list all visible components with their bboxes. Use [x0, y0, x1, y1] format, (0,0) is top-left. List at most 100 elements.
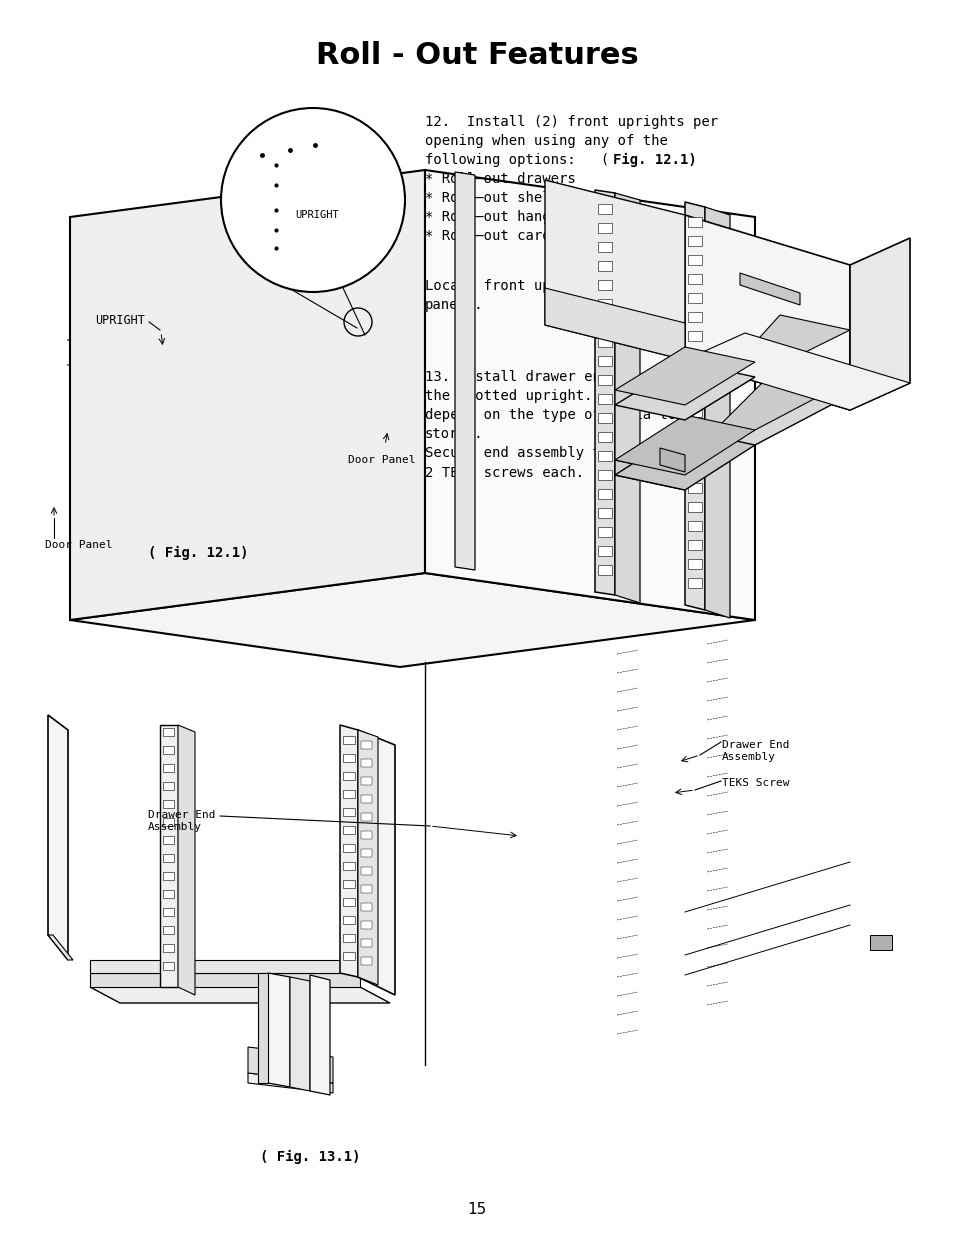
Polygon shape	[163, 944, 173, 952]
Polygon shape	[455, 172, 475, 571]
Text: 15: 15	[467, 1203, 486, 1218]
Polygon shape	[659, 448, 684, 472]
Polygon shape	[684, 333, 909, 410]
Polygon shape	[598, 299, 612, 309]
Text: 13. Install drawer end assemblies into: 13. Install drawer end assemblies into	[424, 370, 742, 384]
Polygon shape	[360, 741, 372, 748]
Polygon shape	[424, 170, 754, 620]
Polygon shape	[598, 527, 612, 537]
Polygon shape	[360, 885, 372, 893]
Polygon shape	[684, 366, 849, 459]
Polygon shape	[598, 224, 612, 233]
Polygon shape	[598, 242, 612, 252]
Text: the slotted upright.  Spacing will: the slotted upright. Spacing will	[424, 389, 709, 403]
Polygon shape	[615, 193, 639, 603]
Polygon shape	[598, 204, 612, 214]
Polygon shape	[544, 180, 684, 359]
Polygon shape	[687, 369, 701, 379]
Polygon shape	[163, 908, 173, 916]
Polygon shape	[163, 727, 173, 736]
Polygon shape	[90, 960, 339, 973]
Polygon shape	[343, 916, 355, 924]
Polygon shape	[360, 813, 372, 821]
Polygon shape	[684, 333, 909, 410]
Polygon shape	[615, 347, 754, 405]
Polygon shape	[343, 934, 355, 942]
Polygon shape	[360, 777, 372, 785]
Polygon shape	[343, 862, 355, 869]
Polygon shape	[598, 337, 612, 347]
Polygon shape	[687, 388, 701, 398]
Polygon shape	[687, 578, 701, 588]
Text: UPRIGHT: UPRIGHT	[294, 210, 338, 220]
Polygon shape	[360, 921, 372, 929]
Polygon shape	[163, 926, 173, 934]
Polygon shape	[687, 501, 701, 513]
Polygon shape	[615, 459, 684, 490]
Polygon shape	[598, 280, 612, 290]
Text: * Roll–out hanging frame: * Roll–out hanging frame	[424, 210, 625, 224]
Polygon shape	[687, 331, 701, 341]
Polygon shape	[687, 521, 701, 531]
Polygon shape	[598, 261, 612, 270]
Polygon shape	[687, 254, 701, 266]
Polygon shape	[360, 795, 372, 803]
Polygon shape	[178, 725, 194, 995]
Polygon shape	[343, 826, 355, 834]
Text: Roll - Out Features: Roll - Out Features	[315, 41, 638, 69]
Polygon shape	[598, 451, 612, 461]
Polygon shape	[343, 772, 355, 781]
Text: ( Fig. 13.1): ( Fig. 13.1)	[260, 1150, 360, 1165]
Polygon shape	[310, 974, 330, 1095]
Text: 2 TEKS screws each.   (: 2 TEKS screws each. (	[424, 466, 617, 479]
Polygon shape	[687, 483, 701, 493]
Polygon shape	[684, 315, 849, 420]
Text: Drawer End
Assembly: Drawer End Assembly	[148, 810, 215, 831]
Text: TEKS Screw: TEKS Screw	[721, 778, 789, 788]
Text: * Roll–out drawers: * Roll–out drawers	[424, 172, 576, 186]
Polygon shape	[360, 903, 372, 911]
Polygon shape	[163, 818, 173, 826]
Polygon shape	[849, 238, 909, 410]
Polygon shape	[343, 755, 355, 762]
Polygon shape	[48, 935, 73, 960]
Polygon shape	[687, 217, 701, 227]
Polygon shape	[598, 508, 612, 517]
Polygon shape	[687, 426, 701, 436]
Polygon shape	[163, 872, 173, 881]
Text: UPRIGHT: UPRIGHT	[95, 314, 145, 326]
Polygon shape	[687, 559, 701, 569]
Polygon shape	[248, 1073, 333, 1093]
Text: Locate front upright inside door: Locate front upright inside door	[424, 279, 692, 293]
Polygon shape	[343, 898, 355, 906]
Polygon shape	[598, 375, 612, 385]
Polygon shape	[615, 362, 754, 420]
Polygon shape	[163, 836, 173, 844]
Polygon shape	[740, 273, 800, 305]
Polygon shape	[687, 350, 701, 359]
Polygon shape	[687, 312, 701, 322]
Polygon shape	[687, 464, 701, 474]
Polygon shape	[357, 730, 395, 995]
Polygon shape	[615, 415, 754, 475]
Polygon shape	[70, 573, 754, 667]
Polygon shape	[615, 430, 754, 490]
Polygon shape	[598, 546, 612, 556]
Polygon shape	[268, 973, 290, 1087]
Text: stored.: stored.	[424, 427, 483, 441]
Polygon shape	[163, 800, 173, 808]
Polygon shape	[598, 317, 612, 329]
Bar	[869, 935, 891, 950]
Polygon shape	[248, 1047, 333, 1083]
Polygon shape	[360, 760, 372, 767]
Polygon shape	[343, 952, 355, 960]
Polygon shape	[48, 715, 68, 960]
Polygon shape	[70, 170, 424, 620]
Circle shape	[221, 107, 405, 291]
Polygon shape	[704, 207, 729, 618]
Polygon shape	[360, 939, 372, 947]
Polygon shape	[598, 356, 612, 366]
Polygon shape	[687, 445, 701, 454]
Polygon shape	[360, 867, 372, 876]
Polygon shape	[163, 962, 173, 969]
